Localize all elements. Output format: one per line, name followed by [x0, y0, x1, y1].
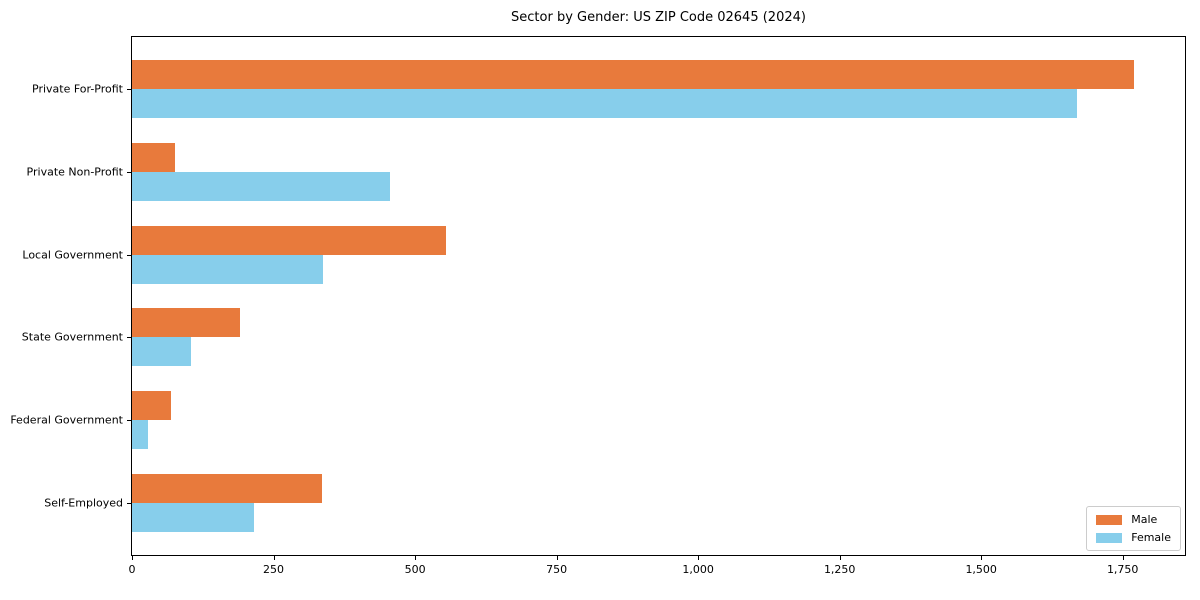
chart-title: Sector by Gender: US ZIP Code 02645 (202…	[511, 10, 806, 25]
x-axis-tick-label: 1,250	[823, 563, 856, 576]
legend: Male Female	[1086, 506, 1181, 551]
y-axis-tick	[127, 337, 131, 339]
x-axis-tick	[698, 556, 700, 560]
y-axis-category-label: Private Non-Profit	[26, 165, 123, 179]
x-axis-tick-label: 1,000	[682, 563, 714, 576]
legend-item-male: Male	[1096, 514, 1171, 525]
x-axis-tick	[132, 556, 133, 560]
x-axis-tick	[839, 556, 841, 560]
bar-female-self-employed	[132, 503, 254, 533]
bar-male-self-employed	[132, 474, 322, 504]
y-axis-tick	[127, 254, 131, 256]
plot-area: Male Female	[131, 36, 1186, 556]
legend-swatch-male	[1096, 514, 1123, 525]
y-axis-category-label: Self-Employed	[44, 496, 123, 510]
y-axis-category-label: Local Government	[22, 248, 123, 262]
x-axis-tick-label: 750	[546, 563, 568, 576]
bar-male-federal-government	[132, 391, 171, 421]
x-axis-tick	[1122, 556, 1124, 560]
bar-female-federal-government	[132, 420, 148, 450]
x-axis-tick-label: 500	[404, 563, 426, 576]
y-axis-tick	[127, 171, 131, 173]
x-axis-tick	[415, 556, 417, 560]
y-axis-category-label: Private For-Profit	[32, 82, 123, 96]
bar-male-private-non-profit	[132, 142, 175, 172]
legend-swatch-female	[1096, 532, 1123, 543]
x-axis-tick-label: 1,750	[1106, 563, 1139, 576]
bar-female-private-non-profit	[132, 171, 390, 201]
bar-female-local-government	[132, 254, 324, 284]
y-axis-category-label: Federal Government	[10, 413, 123, 427]
bar-male-local-government	[132, 225, 447, 255]
bar-female-private-for-profit	[132, 88, 1078, 118]
x-axis-tick	[981, 556, 983, 560]
x-axis-tick	[556, 556, 558, 560]
x-axis-tick	[273, 556, 275, 560]
y-axis-tick	[127, 420, 131, 422]
legend-label-female: Female	[1131, 531, 1171, 544]
y-axis-category-label: State Government	[21, 330, 123, 344]
bar-female-state-government	[132, 337, 192, 367]
y-axis-tick	[127, 503, 131, 505]
x-axis-tick-label: 0	[128, 563, 136, 576]
bar-male-state-government	[132, 308, 240, 338]
x-axis-tick-label: 250	[263, 563, 284, 576]
x-axis-tick-label: 1,500	[965, 563, 997, 576]
y-axis-tick	[127, 88, 131, 90]
bar-male-private-for-profit	[132, 59, 1134, 89]
legend-label-male: Male	[1131, 513, 1158, 526]
legend-item-female: Female	[1096, 532, 1171, 543]
